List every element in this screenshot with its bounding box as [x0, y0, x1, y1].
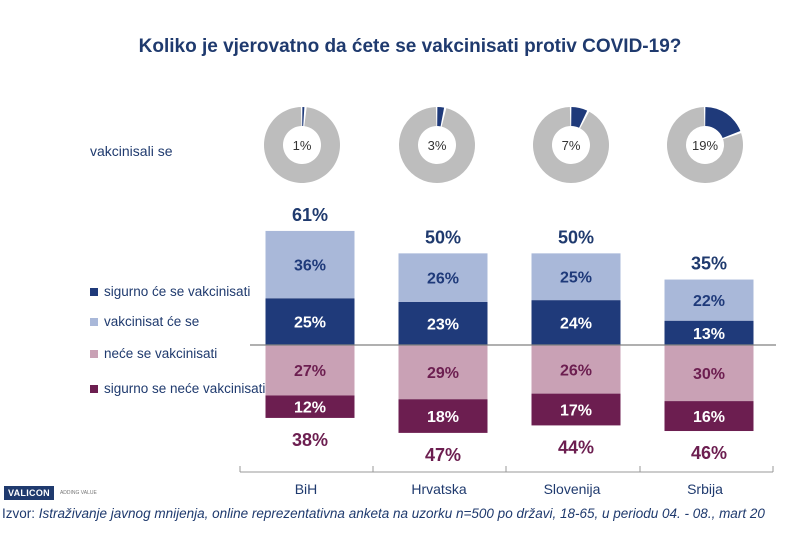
legend-label: sigurno se neće vakcinisati	[104, 381, 265, 396]
segment-label: 23%	[427, 316, 459, 333]
donut-value-label: 19%	[692, 138, 718, 153]
donut-rest-slice	[263, 107, 340, 183]
donut-vaccinated-slice	[571, 107, 588, 128]
negative-total-label: 44%	[558, 437, 594, 457]
bar-segment	[265, 298, 355, 345]
negative-total-label: 47%	[425, 445, 461, 465]
source-note: Izvor: Istraživanje javnog mnijenja, onl…	[2, 506, 765, 521]
bar-segment	[265, 395, 355, 418]
source-text: Istraživanje javnog mnijenja, online rep…	[38, 506, 765, 521]
logo-tagline: ADDING VALUE	[59, 490, 97, 496]
legend-swatch	[90, 385, 98, 393]
segment-label: 25%	[294, 315, 326, 332]
category-label: Hrvatska	[411, 481, 466, 497]
bar-segment	[398, 345, 488, 400]
positive-total-label: 61%	[292, 205, 328, 225]
legend-swatch	[90, 288, 98, 296]
segment-label: 29%	[427, 365, 459, 382]
x-axis: BiH Hrvatska Slovenija Srbija	[239, 466, 774, 497]
positive-total-label: 50%	[558, 227, 594, 247]
negative-total-label: 46%	[691, 443, 727, 463]
bar-segment	[265, 230, 355, 299]
category-label: Slovenija	[544, 481, 601, 497]
bar-segment	[398, 399, 488, 433]
donut-value-label: 3%	[428, 138, 447, 153]
bar-segment	[398, 301, 488, 345]
legend: sigurno će se vakcinisati vakcinisat će s…	[90, 284, 265, 396]
segment-label: 25%	[560, 270, 592, 287]
segment-label: 13%	[693, 326, 725, 343]
donut-value-label: 7%	[562, 138, 581, 153]
positive-total-label: 35%	[691, 254, 727, 274]
bar-segment	[664, 345, 754, 402]
bar-segment	[664, 320, 754, 345]
legend-label: neće se vakcinisati	[104, 346, 217, 361]
source-prefix: Izvor:	[2, 506, 39, 521]
donut-rest-slice	[399, 107, 475, 183]
donuts: 1% 3% 7% 19%	[263, 107, 743, 184]
legend-label: sigurno će se vakcinisati	[104, 284, 250, 299]
segment-label: 26%	[427, 271, 459, 288]
segment-label: 26%	[560, 362, 592, 379]
valicon-logo: VALICON ADDING VALUE	[4, 486, 97, 500]
bars: 25% 36% 27% 12% 61% 38% 23% 26% 29% 18% 50% 47% 24% 2…	[265, 205, 754, 465]
segment-label: 24%	[560, 316, 592, 333]
bar-segment	[531, 253, 621, 301]
negative-total-label: 38%	[292, 430, 328, 450]
segment-label: 22%	[693, 293, 725, 310]
segment-label: 17%	[560, 403, 592, 420]
logo-text: VALICON	[4, 486, 54, 500]
bar-segment	[531, 393, 621, 426]
donut-rest-slice	[533, 107, 609, 183]
segment-label: 30%	[693, 366, 725, 383]
positive-total-label: 50%	[425, 227, 461, 247]
segment-label: 27%	[294, 363, 326, 380]
bar-segment	[664, 279, 754, 321]
segment-label: 18%	[427, 409, 459, 426]
chart-title: Koliko je vjerovatno da ćete se vakcinis…	[139, 36, 682, 57]
donut-vaccinated-slice	[437, 107, 445, 127]
segment-label: 16%	[693, 409, 725, 426]
bar-segment	[265, 345, 355, 396]
bar-segment	[664, 401, 754, 432]
donut-value-label: 1%	[293, 138, 312, 153]
donut-vaccinated-slice	[302, 107, 305, 127]
legend-swatch	[90, 318, 98, 326]
legend-label: vakcinisat će se	[104, 314, 199, 329]
donut-rest-slice	[666, 107, 743, 184]
category-label: Srbija	[687, 481, 723, 497]
segment-label: 12%	[294, 400, 326, 417]
segment-label: 36%	[294, 258, 326, 275]
legend-swatch	[90, 350, 98, 358]
bar-segment	[398, 253, 488, 302]
category-label: BiH	[295, 481, 318, 497]
bar-segment	[531, 300, 621, 345]
donut-row-label: vakcinisali se	[90, 143, 173, 159]
bar-segment	[531, 345, 621, 394]
donut-vaccinated-slice	[705, 107, 741, 139]
